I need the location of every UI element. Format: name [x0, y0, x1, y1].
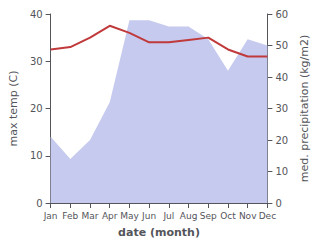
svg-text:max temp (C): max temp (C): [7, 70, 20, 146]
svg-text:Feb: Feb: [62, 211, 78, 221]
svg-text:10: 10: [275, 166, 288, 177]
svg-text:Mar: Mar: [82, 211, 99, 221]
svg-text:30: 30: [275, 103, 288, 114]
svg-text:10: 10: [30, 150, 43, 161]
svg-text:date (month): date (month): [118, 226, 200, 239]
svg-text:Jan: Jan: [43, 211, 58, 221]
svg-text:20: 20: [275, 135, 288, 146]
svg-text:0: 0: [275, 198, 281, 209]
svg-text:60: 60: [275, 9, 288, 20]
svg-text:40: 40: [275, 72, 288, 83]
svg-text:med. precipitation (kg/m2): med. precipitation (kg/m2): [298, 35, 311, 183]
svg-text:0: 0: [36, 198, 42, 209]
svg-text:40: 40: [30, 9, 43, 20]
svg-text:Jun: Jun: [141, 211, 156, 221]
svg-text:Apr: Apr: [102, 211, 118, 221]
svg-text:Oct: Oct: [220, 211, 236, 221]
svg-text:Dec: Dec: [259, 211, 276, 221]
svg-text:Nov: Nov: [239, 211, 257, 221]
svg-text:May: May: [120, 211, 139, 221]
svg-text:Sep: Sep: [200, 211, 217, 221]
svg-text:Jul: Jul: [162, 211, 174, 221]
svg-text:20: 20: [30, 103, 43, 114]
svg-text:Aug: Aug: [180, 211, 198, 221]
svg-text:30: 30: [30, 56, 43, 67]
svg-text:50: 50: [275, 40, 288, 51]
